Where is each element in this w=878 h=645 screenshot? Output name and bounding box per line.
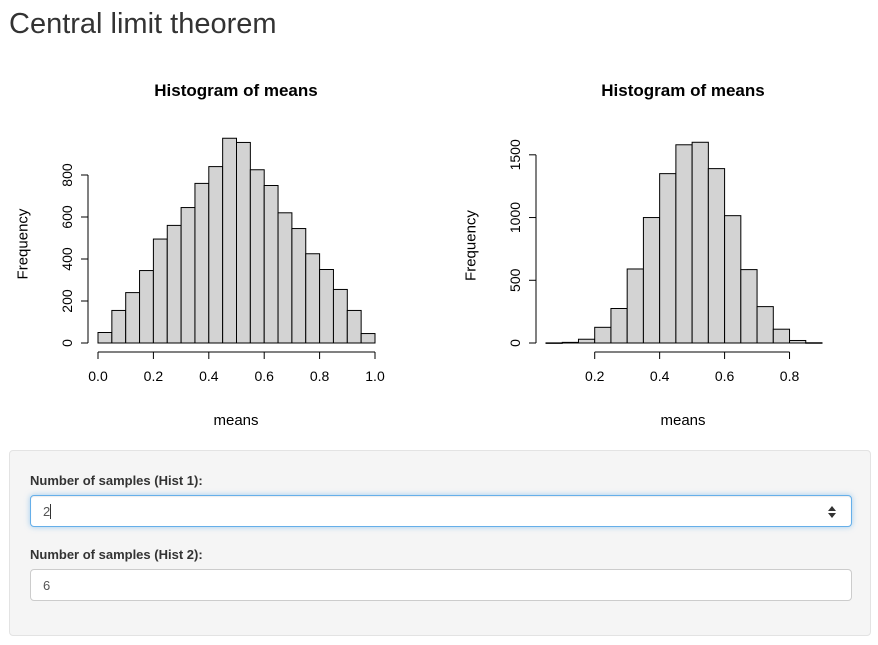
histogram-bar bbox=[97, 332, 113, 344]
histogram-plot-1: Histogram of means 0.0 0.2 0.4 0.6 0.8 1.0 mean… bbox=[0, 64, 446, 444]
spinner-arrows-icon[interactable] bbox=[827, 505, 837, 519]
hist2-samples-input[interactable]: 6 bbox=[30, 569, 852, 601]
histogram-bar bbox=[561, 341, 579, 344]
x-tick-label: 1.0 bbox=[365, 368, 385, 384]
histogram-bar bbox=[772, 328, 791, 344]
y-tick-label: 500 bbox=[507, 268, 523, 292]
y-tick-label: 0 bbox=[59, 339, 75, 347]
x-tick-label: 0.8 bbox=[310, 368, 330, 384]
y-axis-label: Frequency bbox=[14, 208, 31, 279]
histogram-bar bbox=[594, 326, 612, 344]
histogram-1-svg: Histogram of means 0.0 0.2 0.4 0.6 0.8 1.0 mean… bbox=[14, 81, 385, 429]
x-axis-label: means bbox=[660, 412, 705, 429]
controls-panel: Number of samples (Hist 1): 2 Number of … bbox=[9, 450, 871, 636]
y-tick-label: 1000 bbox=[507, 202, 523, 233]
x-tick-label: 0.6 bbox=[715, 368, 735, 384]
histogram-bar bbox=[724, 215, 742, 344]
histogram-bar bbox=[740, 269, 758, 344]
x-tick-label: 0.8 bbox=[780, 368, 800, 384]
histogram-2-svg: Histogram of means 0.2 0.4 0.6 0.8 means 0 500 1… bbox=[462, 81, 823, 429]
histogram-bar bbox=[610, 308, 628, 344]
x-tick-label: 0.2 bbox=[144, 368, 164, 384]
x-tick-label: 0.6 bbox=[254, 368, 274, 384]
histogram-bar bbox=[291, 228, 307, 344]
x-tick-label: 0.4 bbox=[199, 368, 219, 384]
histogram-bar bbox=[111, 309, 127, 344]
x-axis-label: means bbox=[213, 412, 258, 429]
x-tick-label: 0.0 bbox=[88, 368, 108, 384]
histogram-bar bbox=[180, 207, 196, 344]
page-title: Central limit theorem bbox=[9, 8, 277, 40]
histogram-bar bbox=[125, 292, 141, 344]
histogram-bar bbox=[332, 288, 348, 344]
histogram-bar bbox=[208, 166, 224, 344]
histogram-bar bbox=[577, 338, 596, 344]
y-axis-label: Frequency bbox=[462, 210, 479, 281]
histogram-bar bbox=[263, 185, 279, 344]
histogram-bar bbox=[789, 339, 807, 344]
histogram-bar bbox=[626, 268, 644, 344]
histogram-bar bbox=[805, 342, 823, 344]
histogram-bar bbox=[346, 309, 362, 344]
y-tick-label: 800 bbox=[59, 163, 75, 187]
hist1-samples-value: 2 bbox=[43, 504, 51, 519]
histogram-bar bbox=[545, 342, 563, 344]
histogram-bar bbox=[305, 253, 321, 344]
histogram-bar bbox=[194, 182, 210, 344]
histogram-bar bbox=[319, 269, 334, 344]
y-tick-label: 1500 bbox=[507, 139, 523, 170]
x-tick-label: 0.4 bbox=[650, 368, 670, 384]
histogram-bar bbox=[249, 169, 265, 344]
chart-title: Histogram of means bbox=[601, 81, 764, 100]
histogram-bar bbox=[642, 217, 661, 344]
histogram-bar bbox=[277, 212, 293, 344]
y-tick-label: 400 bbox=[59, 247, 75, 271]
histogram-bar bbox=[675, 144, 693, 344]
histogram-bar bbox=[139, 270, 154, 344]
hist2-samples-value: 6 bbox=[43, 578, 51, 593]
chart-title: Histogram of means bbox=[154, 81, 317, 100]
histogram-bar bbox=[756, 306, 774, 344]
histogram-bar bbox=[166, 224, 182, 344]
hist2-samples-label: Number of samples (Hist 2): bbox=[30, 547, 203, 562]
histogram-bar bbox=[707, 168, 726, 344]
text-caret bbox=[50, 504, 51, 519]
histogram-plot-2: Histogram of means 0.2 0.4 0.6 0.8 means 0 500 1… bbox=[440, 64, 878, 444]
y-tick-label: 200 bbox=[59, 289, 75, 313]
histogram-bar bbox=[360, 333, 376, 344]
histogram-bar bbox=[659, 173, 677, 344]
histogram-bar bbox=[222, 137, 237, 344]
histogram-bar bbox=[691, 141, 709, 344]
y-tick-label: 600 bbox=[59, 205, 75, 229]
histogram-bar bbox=[236, 141, 251, 344]
y-tick-label: 0 bbox=[507, 339, 523, 347]
x-tick-label: 0.2 bbox=[585, 368, 605, 384]
hist1-samples-input[interactable]: 2 bbox=[30, 495, 852, 527]
hist1-samples-label: Number of samples (Hist 1): bbox=[30, 473, 203, 488]
histogram-bar bbox=[152, 238, 168, 344]
